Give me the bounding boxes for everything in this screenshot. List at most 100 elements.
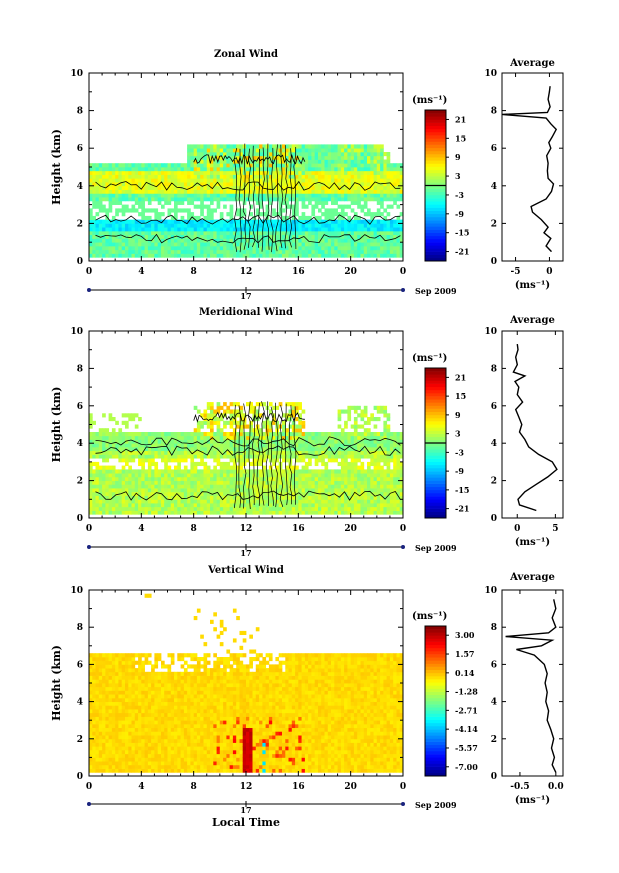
- heatmap-cell: [219, 484, 224, 489]
- heatmap-cell: [259, 170, 263, 175]
- heatmap-cell: [373, 167, 378, 172]
- heatmap-cell: [331, 189, 335, 194]
- heatmap-cell: [105, 491, 110, 496]
- heatmap-cell: [111, 215, 116, 221]
- heatmap-cell: [138, 223, 142, 228]
- heatmap-cell: [174, 499, 178, 504]
- heatmap-cell: [340, 197, 345, 202]
- heatmap-cell: [383, 219, 388, 224]
- heatmap-cell: [396, 435, 401, 440]
- heatmap-cell: [249, 424, 253, 429]
- heatmap-cell: [108, 432, 113, 437]
- heatmap-cell: [154, 469, 159, 474]
- heatmap-cell: [177, 230, 181, 236]
- heatmap-cell: [386, 242, 391, 247]
- heatmap-cell: [138, 163, 142, 168]
- heatmap-cell: [138, 417, 142, 422]
- heatmap-cell: [347, 450, 352, 455]
- colorbar-segment: [425, 257, 446, 262]
- heatmap-cell: [340, 174, 345, 179]
- heatmap-cell: [259, 491, 263, 496]
- heatmap-cell: [223, 491, 227, 496]
- heatmap-cell: [134, 443, 139, 448]
- heatmap-cell: [347, 465, 352, 470]
- heatmap-cell: [350, 159, 355, 164]
- heatmap-cell: [236, 246, 240, 251]
- heatmap-cell: [118, 230, 123, 236]
- heatmap-cell: [125, 491, 129, 496]
- heatmap-cell: [164, 461, 168, 467]
- heatmap-cell: [183, 167, 188, 172]
- heatmap-cell: [321, 510, 325, 515]
- heatmap-cell: [308, 230, 312, 236]
- heatmap-cell: [298, 432, 302, 437]
- heatmap-cell: [210, 174, 214, 179]
- heatmap-cell: [278, 163, 283, 168]
- heatmap-cell: [177, 506, 181, 511]
- heatmap-cell: [138, 193, 142, 198]
- heatmap-cell: [389, 503, 394, 508]
- heatmap-cell: [304, 506, 309, 511]
- heatmap-cell: [196, 159, 201, 164]
- heatmap-cell: [344, 461, 348, 467]
- heatmap-cell: [108, 476, 113, 482]
- heatmap-cell: [210, 159, 214, 164]
- heatmap-cell: [190, 432, 195, 437]
- heatmap-cell: [367, 212, 371, 217]
- heatmap-cell: [196, 420, 201, 425]
- heatmap-cell: [200, 424, 204, 429]
- heatmap-cell: [347, 503, 352, 508]
- heatmap-cell: [161, 238, 165, 243]
- heatmap-cell: [295, 249, 299, 254]
- heatmap-cell: [308, 450, 312, 455]
- colorbar-segment: [425, 242, 446, 246]
- heatmap-cell: [128, 503, 132, 508]
- heatmap-cell: [272, 144, 276, 149]
- heatmap-cell: [337, 484, 342, 489]
- heatmap-cell: [298, 458, 302, 463]
- heatmap-cell: [327, 443, 332, 448]
- heatmap-cell: [190, 458, 195, 463]
- heatmap-cell: [216, 503, 221, 508]
- heatmap-cell: [249, 461, 253, 467]
- heatmap-cell: [206, 503, 211, 508]
- heatmap-cell: [203, 185, 208, 190]
- heatmap-cell: [308, 249, 312, 254]
- heatmap-cell: [327, 148, 332, 153]
- heatmap-cell: [180, 484, 185, 489]
- heatmap-cell: [102, 234, 106, 239]
- heatmap-cell: [226, 148, 231, 153]
- heatmap-cell: [223, 473, 227, 478]
- heatmap-cell: [138, 204, 142, 209]
- heatmap-cell: [246, 238, 250, 243]
- heatmap-cell: [318, 182, 322, 187]
- heatmap-cell: [380, 238, 384, 243]
- heatmap-cell: [111, 450, 116, 455]
- heatmap-cell: [275, 253, 280, 258]
- heatmap-cell: [108, 484, 113, 489]
- heatmap-cell: [301, 469, 306, 474]
- heatmap-cell: [89, 182, 93, 187]
- heatmap-cell: [318, 446, 322, 452]
- heatmap-cell: [308, 488, 312, 493]
- heatmap-cell: [203, 159, 208, 164]
- heatmap-cell: [111, 491, 116, 496]
- heatmap-cell: [219, 443, 224, 448]
- heatmap-cell: [108, 454, 113, 459]
- heatmap-cell: [128, 170, 132, 175]
- heatmap-cell: [272, 212, 276, 217]
- heatmap-cell: [92, 242, 96, 247]
- heatmap-cell: [177, 480, 181, 485]
- heatmap-cell: [128, 167, 132, 172]
- heatmap-cell: [295, 174, 299, 179]
- heatmap-cell: [370, 234, 374, 239]
- profile-y-tick-label: 10: [484, 69, 497, 79]
- heatmap-cell: [95, 435, 100, 440]
- heatmap-cell: [174, 473, 178, 478]
- heatmap-cell: [105, 178, 110, 183]
- heatmap-cell: [174, 458, 178, 463]
- heatmap-cell: [399, 163, 404, 168]
- heatmap-cell: [334, 480, 338, 485]
- heatmap-cell: [393, 473, 397, 478]
- heatmap-cell: [298, 420, 302, 425]
